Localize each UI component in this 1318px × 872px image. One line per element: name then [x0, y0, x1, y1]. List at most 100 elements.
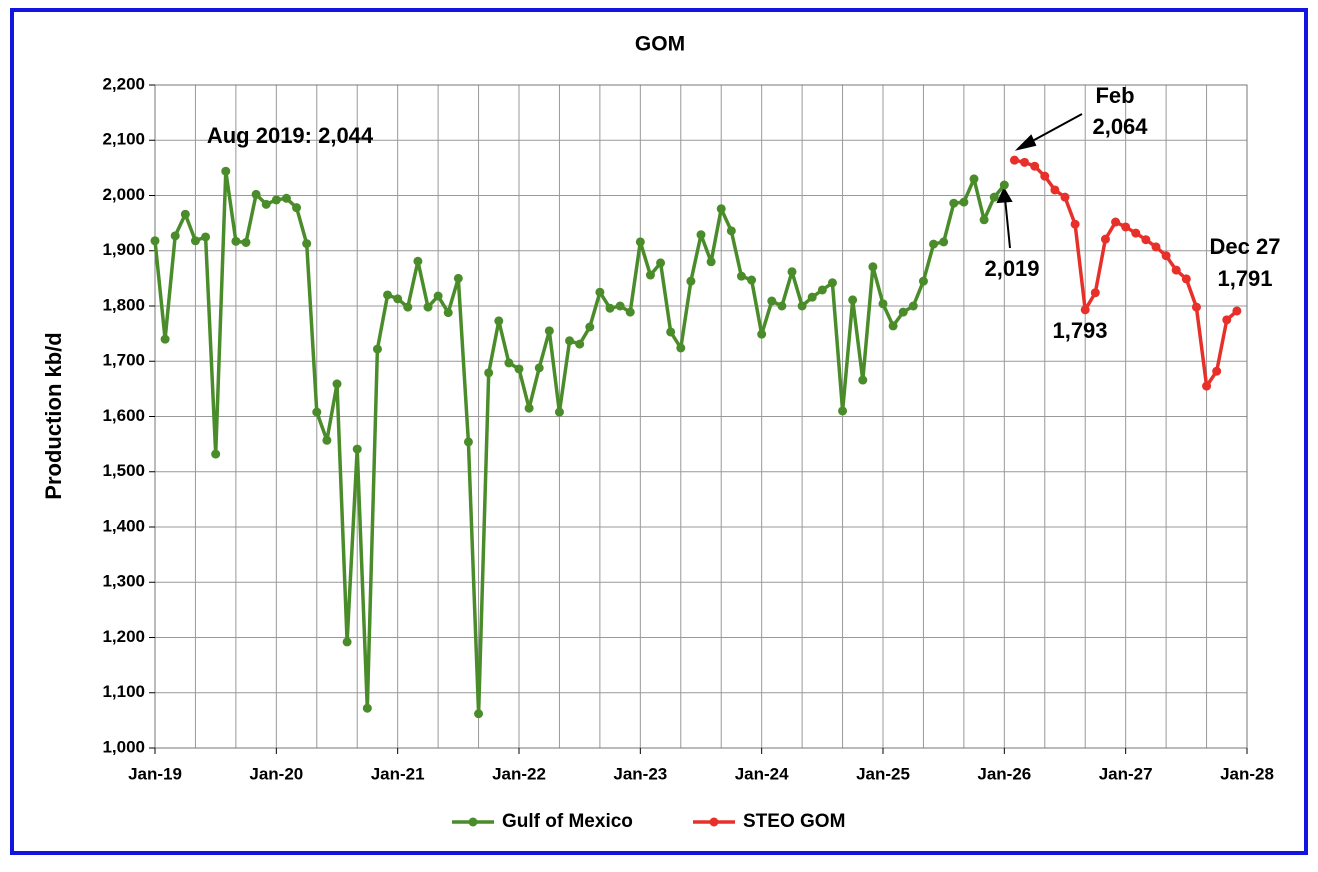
legend-label: STEO GOM — [743, 811, 845, 832]
point — [160, 334, 170, 344]
point — [1070, 219, 1080, 229]
point — [1131, 228, 1141, 238]
legend-marker — [709, 817, 719, 827]
x-tick-label: Jan-21 — [371, 764, 425, 783]
point — [696, 230, 706, 240]
point — [180, 209, 190, 219]
annotation: Aug 2019: 2,044 — [207, 123, 374, 148]
point — [615, 301, 625, 311]
arrow — [1004, 197, 1011, 249]
point — [1202, 381, 1212, 391]
y-tick-label: 1,600 — [102, 406, 145, 425]
annotation: 1,791 — [1217, 266, 1272, 291]
point — [413, 256, 423, 266]
point — [332, 379, 342, 389]
point — [1050, 185, 1060, 195]
point — [504, 358, 514, 368]
annotation: 2,064 — [1092, 114, 1148, 139]
annotation: 1,793 — [1052, 318, 1107, 343]
point — [979, 215, 989, 225]
point — [908, 301, 918, 311]
point — [888, 321, 898, 331]
chart-title: GOM — [635, 33, 685, 56]
point — [1060, 192, 1070, 202]
arrows — [996, 113, 1083, 249]
point — [241, 237, 251, 247]
annotation: 2,019 — [984, 256, 1039, 281]
y-tick-label: 1,800 — [102, 295, 145, 314]
arrow-head — [996, 186, 1013, 204]
y-tick-label: 1,500 — [102, 461, 145, 480]
point — [281, 193, 291, 203]
x-tick-label: Jan-20 — [249, 764, 303, 783]
point — [878, 299, 888, 309]
point — [463, 437, 473, 447]
point — [565, 336, 575, 346]
point — [484, 368, 494, 378]
annotation: Feb — [1095, 83, 1134, 108]
point — [1161, 251, 1171, 261]
point — [423, 302, 433, 312]
point — [868, 262, 878, 272]
point — [403, 302, 413, 312]
x-tick-label: Jan-25 — [856, 764, 910, 783]
y-tick-label: 2,100 — [102, 130, 145, 149]
point — [929, 239, 939, 249]
point — [362, 703, 372, 713]
point — [1181, 274, 1191, 284]
point — [585, 322, 595, 332]
point — [777, 301, 787, 311]
point — [676, 343, 686, 353]
y-tick-label: 1,400 — [102, 516, 145, 535]
point — [1191, 302, 1201, 312]
point — [918, 276, 928, 286]
point — [221, 166, 231, 176]
point — [554, 407, 564, 417]
y-tick-label: 2,200 — [102, 74, 145, 93]
point — [1090, 288, 1100, 298]
x-tick-label: Jan-28 — [1220, 764, 1274, 783]
point — [989, 192, 999, 202]
point — [747, 275, 757, 285]
x-tick-label: Jan-22 — [492, 764, 546, 783]
point — [393, 294, 403, 304]
y-tick-label: 1,300 — [102, 572, 145, 591]
point — [383, 290, 393, 300]
point — [524, 403, 534, 413]
point — [656, 258, 666, 268]
point — [959, 197, 969, 207]
point — [666, 327, 676, 337]
frame — [10, 8, 1308, 855]
point — [372, 344, 382, 354]
y-axis-label: Production kb/d — [41, 332, 66, 499]
y-tick-label: 1,700 — [102, 351, 145, 370]
point — [858, 375, 868, 385]
y-tick-label: 1,100 — [102, 682, 145, 701]
point — [514, 364, 524, 374]
point — [807, 292, 817, 302]
point — [726, 226, 736, 236]
point — [231, 236, 241, 246]
point — [170, 231, 180, 241]
point — [1171, 265, 1181, 275]
x-tick-label: Jan-19 — [128, 764, 182, 783]
point — [342, 637, 352, 647]
point — [150, 236, 160, 246]
point — [817, 285, 827, 295]
legend-label: Gulf of Mexico — [502, 811, 633, 832]
point — [251, 189, 261, 199]
point — [1020, 157, 1030, 167]
y-tick-label: 1,900 — [102, 240, 145, 259]
point — [201, 232, 211, 242]
point — [494, 316, 504, 326]
y-tick-label: 1,000 — [102, 737, 145, 756]
point — [474, 709, 484, 719]
point — [1141, 235, 1151, 245]
point — [1040, 171, 1050, 181]
point — [706, 257, 716, 267]
point — [1080, 305, 1090, 315]
point — [1100, 234, 1110, 244]
point — [1121, 222, 1131, 232]
point — [1222, 315, 1232, 325]
